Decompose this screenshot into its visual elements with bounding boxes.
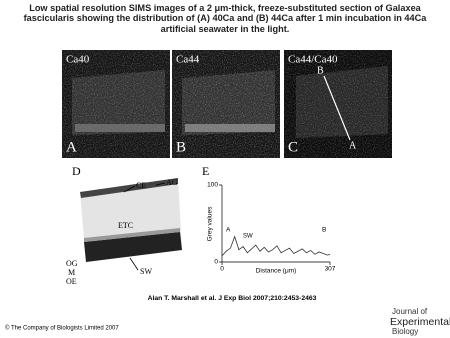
noise — [62, 50, 170, 158]
panel-a: Ca40 A — [62, 50, 170, 158]
x-axis-label: Distance (μm) — [256, 268, 297, 275]
citation: Alan T. Marshall et al. J Exp Biol 2007;… — [148, 295, 317, 302]
panel-e: E Grey values Distance (μm) A SW B 0 100 0… — [202, 164, 336, 275]
panel-letter: E — [202, 164, 209, 178]
arrow — [129, 257, 139, 271]
band — [75, 124, 165, 132]
arrow — [123, 185, 136, 193]
panel-letter: D — [72, 164, 81, 178]
noise — [172, 50, 280, 158]
annotation: B — [322, 227, 326, 234]
annotation: OE — [66, 277, 77, 286]
panel-c: Ca44/Ca40 B A C — [284, 50, 392, 158]
logo-text: Biology — [392, 327, 418, 336]
panel-letter: A — [66, 139, 77, 155]
band — [185, 124, 275, 132]
panel-letter: C — [288, 139, 298, 155]
line-label: A — [349, 140, 357, 151]
annotation: ETC — [118, 221, 133, 230]
panel-letter: B — [176, 139, 186, 155]
y-tick-label: 100 — [207, 182, 218, 189]
annotation: CE — [136, 181, 146, 190]
cell-layer — [80, 178, 178, 198]
panel-b: Ca44 B — [172, 50, 280, 158]
profile-line — [323, 75, 351, 141]
annotation: SW — [243, 234, 253, 240]
panel-d: D CE AG ETC OG M OE SW — [66, 164, 182, 286]
annotation: A — [226, 227, 231, 234]
panel-label: Ca40 — [66, 54, 90, 66]
journal-logo: Journal of Experimental Biology — [390, 307, 450, 336]
cell-layer — [84, 232, 182, 262]
annotation: OG — [66, 259, 78, 268]
y-axis-label: Grey values — [207, 206, 214, 241]
line-label: B — [317, 65, 324, 76]
noise — [284, 50, 392, 158]
annotation: SW — [140, 267, 152, 276]
arrow — [155, 182, 166, 186]
x-tick-label: 307 — [325, 266, 336, 273]
x-tick-label: 0 — [220, 266, 224, 273]
panel-label: Ca44 — [176, 54, 200, 66]
annotation: AG — [166, 178, 178, 187]
y-tick-label: 0 — [214, 259, 218, 266]
logo-text: Experimental — [390, 316, 450, 328]
panel-label: Ca44/Ca40 — [288, 54, 338, 66]
figure-title: Low spatial resolution SIMS images of a … — [23, 3, 427, 34]
logo-text: Journal of — [392, 307, 428, 316]
copyright: © The Company of Biologists Limited 2007 — [5, 325, 119, 332]
annotation: M — [68, 268, 75, 277]
cell-layer — [84, 228, 180, 242]
profile-line — [221, 235, 331, 257]
